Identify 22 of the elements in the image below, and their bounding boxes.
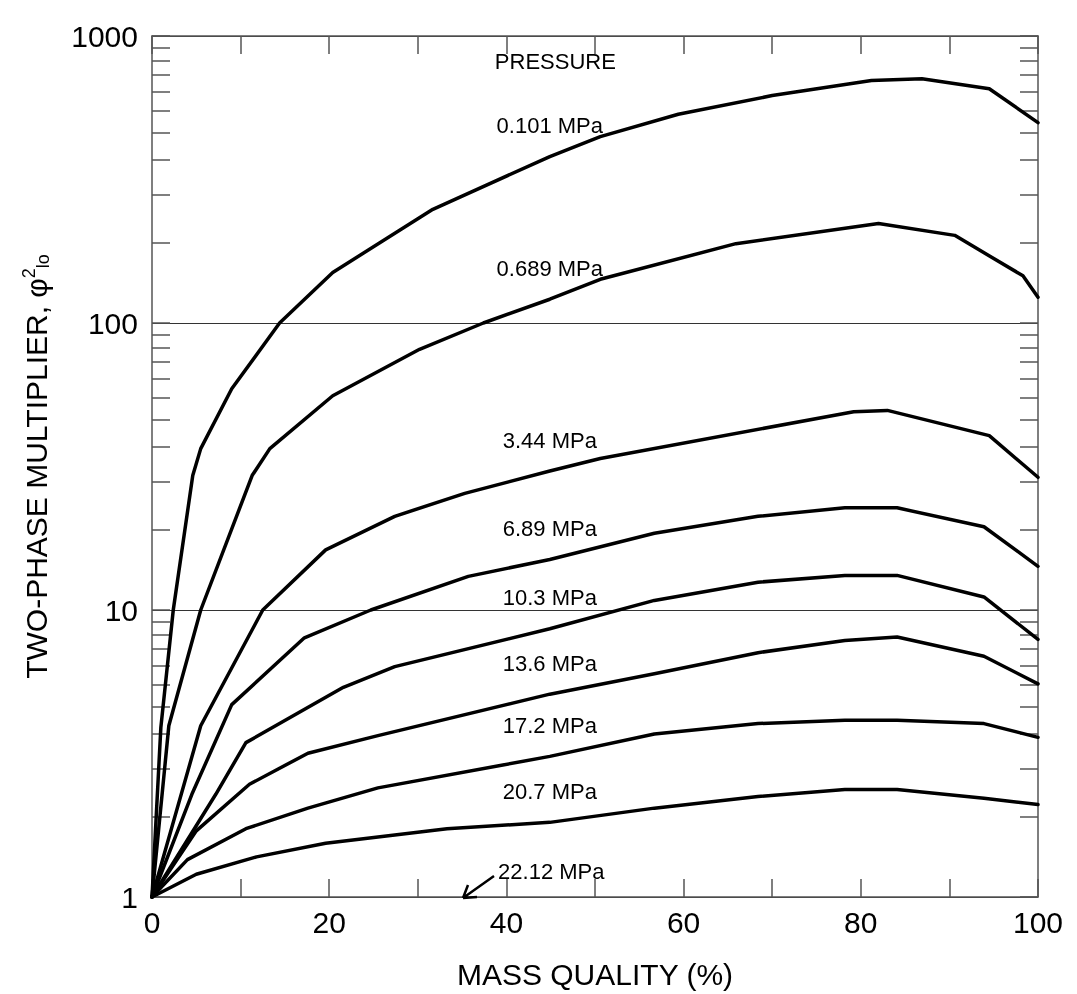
y-tick-label: 100 — [87, 306, 138, 340]
series-label: 6.89 MPa — [502, 515, 598, 541]
x-tick-label: 60 — [666, 905, 701, 939]
series-label: 0.101 MPa — [496, 113, 604, 139]
y-tick-label: 10 — [104, 593, 138, 627]
series-label: 0.689 MPa — [496, 255, 604, 281]
legend-title: PRESSURE — [494, 48, 616, 74]
x-tick-label: 20 — [312, 905, 346, 939]
x-axis-title: MASS QUALITY (%) — [456, 957, 734, 991]
x-tick-label: 0 — [143, 905, 161, 939]
x-tick-label: 100 — [1012, 905, 1064, 939]
series-label: 13.6 MPa — [502, 650, 598, 676]
series-label: 3.44 MPa — [502, 427, 598, 453]
x-tick-label: 80 — [844, 905, 878, 939]
series-label: 17.2 MPa — [502, 712, 598, 738]
y-tick-label: 1000 — [71, 19, 138, 53]
x-tick-label: 40 — [489, 905, 524, 939]
annotation: 22.12 MPa — [498, 858, 606, 884]
series-label: 20.7 MPa — [502, 778, 598, 804]
y-tick-label: 1 — [121, 880, 138, 914]
y-axis-title: TWO-PHASE MULTIPLIER, φ2lo — [19, 254, 53, 679]
series-label: 10.3 MPa — [502, 585, 598, 611]
